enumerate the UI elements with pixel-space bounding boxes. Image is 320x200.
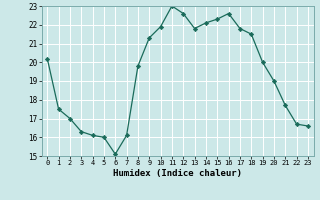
X-axis label: Humidex (Indice chaleur): Humidex (Indice chaleur) — [113, 169, 242, 178]
